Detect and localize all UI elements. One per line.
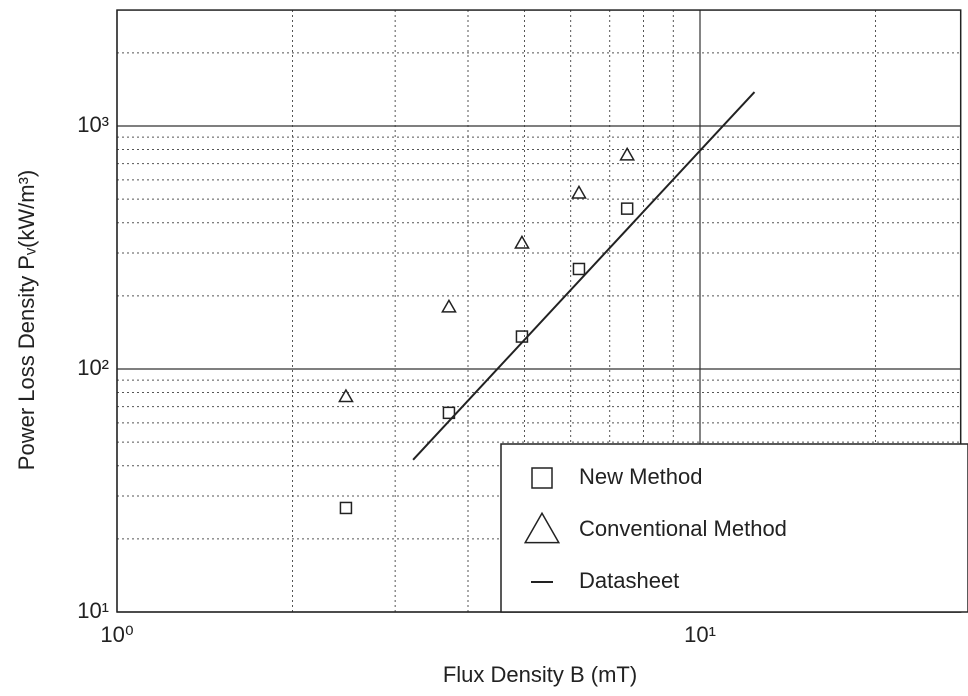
x-axis-label: Flux Density B (mT)	[443, 662, 637, 687]
marker-square	[531, 467, 553, 489]
marker-triangle	[523, 511, 561, 544]
x-tick-label: 10¹	[684, 622, 716, 647]
marker-square	[572, 262, 586, 276]
x-tick-label: 10⁰	[100, 622, 133, 647]
marker-triangle	[338, 388, 354, 403]
legend-label: New Method	[579, 464, 703, 489]
marker-square	[515, 330, 529, 343]
y-tick-label: 10³	[77, 112, 109, 137]
legend-label: Datasheet	[579, 568, 679, 593]
legend-box	[500, 443, 968, 613]
marker-triangle	[514, 234, 530, 249]
marker-triangle	[571, 184, 587, 199]
series-line	[412, 91, 756, 461]
y-axis-label: Power Loss Density Pᵥ(kW/m³)	[14, 170, 39, 470]
legend-label: Conventional Method	[579, 516, 787, 541]
marker-triangle	[441, 298, 457, 313]
y-tick-label: 10²	[77, 355, 109, 380]
marker-triangle	[619, 146, 636, 161]
marker-square	[339, 501, 353, 515]
marker-square	[620, 202, 634, 215]
marker-square	[442, 406, 456, 420]
y-tick-label: 10¹	[77, 598, 109, 623]
